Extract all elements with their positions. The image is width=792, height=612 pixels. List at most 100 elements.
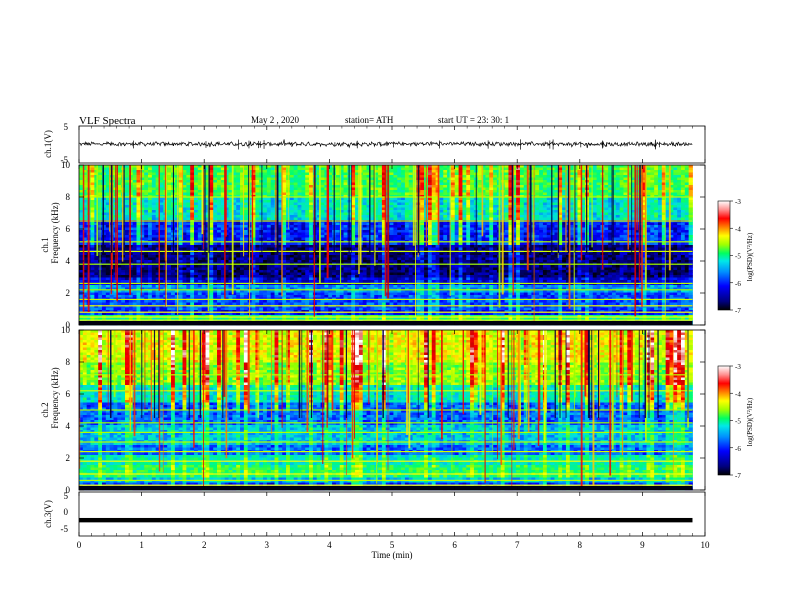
- spectrogram-cell: [151, 182, 157, 186]
- spectrogram-cell: [301, 207, 306, 211]
- spectrogram-cell: [174, 180, 180, 183]
- spectrogram-cell: [447, 222, 452, 226]
- spectrogram-cell: [174, 230, 180, 233]
- spectrogram-cell: [190, 230, 195, 233]
- spectrogram-cell: [596, 217, 601, 221]
- spectrogram-cell: [209, 230, 214, 233]
- spectrogram-cell: [182, 225, 187, 228]
- spectrogram-cell: [335, 237, 341, 241]
- spectrogram-cell: [581, 187, 586, 191]
- spectrogram-cell: [554, 170, 559, 173]
- spectrogram-cell: [680, 172, 686, 176]
- spectrogram-cell: [458, 237, 463, 241]
- spectrogram-cell: [389, 205, 394, 208]
- spectrogram-cell: [489, 200, 494, 203]
- spectrogram-cell: [542, 210, 548, 213]
- spectrogram-cell: [539, 187, 544, 191]
- spectrogram-cell: [558, 207, 563, 211]
- spectrogram-cell: [205, 185, 210, 188]
- spectrogram-cell: [266, 165, 272, 168]
- spectrogram-cell: [558, 175, 563, 178]
- spectrogram-cell: [293, 190, 298, 193]
- spectrogram-cell: [680, 177, 686, 181]
- spectrogram-cell: [105, 197, 111, 201]
- spectrogram-cell: [266, 190, 272, 193]
- spectrogram-cell: [462, 172, 467, 176]
- spectrogram-cell: [324, 212, 329, 216]
- spectrogram-cell: [259, 210, 264, 213]
- spectrogram-cell: [404, 232, 410, 236]
- spectrogram-cell: [539, 225, 544, 228]
- spectrogram-cell: [155, 230, 160, 233]
- spectrogram-cell: [642, 230, 647, 233]
- spectrogram-cell: [401, 185, 406, 188]
- spectrogram-cell: [270, 182, 275, 186]
- spectrogram-cell: [381, 185, 387, 188]
- spectrogram-cell: [228, 235, 233, 238]
- spectrogram-cell: [309, 197, 314, 201]
- spectrogram-cell: [320, 222, 325, 226]
- spectrogram-cell: [631, 180, 636, 183]
- spectrogram-cell: [232, 167, 237, 171]
- spectrogram-cell: [389, 212, 394, 216]
- spectrogram-cell: [408, 165, 413, 168]
- spectrogram-cell: [167, 235, 172, 238]
- spectrogram-cell: [102, 225, 107, 228]
- spectrogram-cell: [90, 165, 95, 168]
- spectrogram-cell: [90, 185, 95, 188]
- spectrogram-cell: [197, 182, 203, 186]
- spectrogram-cell: [355, 202, 360, 206]
- spectrogram-cell: [627, 215, 632, 218]
- spectrogram-cell: [493, 170, 498, 173]
- spectrogram-cell: [155, 200, 160, 203]
- spectrogram-cell: [489, 237, 494, 241]
- spectrogram-cell: [213, 210, 218, 213]
- spectrogram-cell: [458, 180, 463, 183]
- spectrogram-cell: [251, 210, 256, 213]
- spectrogram-cell: [228, 237, 233, 241]
- spectrogram-cell: [615, 197, 621, 201]
- spectrogram-cell: [631, 232, 636, 236]
- spectrogram-cell: [178, 165, 183, 168]
- spectrogram-cell: [397, 212, 402, 216]
- spectrogram-cell: [297, 190, 302, 193]
- spectrogram-cell: [493, 197, 498, 201]
- spectrogram-cell: [270, 170, 275, 173]
- spectrogram-cell: [512, 187, 517, 191]
- spectrogram-cell: [680, 227, 686, 231]
- spectrogram-cell: [431, 202, 436, 206]
- spectrogram-cell: [217, 202, 222, 206]
- spectrogram-cell: [243, 180, 249, 183]
- spectrogram-cell: [266, 232, 272, 236]
- spectrogram-cell: [301, 227, 306, 231]
- spectrogram-cell: [684, 192, 690, 196]
- spectrogram-cell: [654, 217, 659, 221]
- spectrogram-cell: [228, 230, 233, 233]
- spectrogram-cell: [470, 230, 475, 233]
- spectrogram-cell: [270, 237, 275, 241]
- spectrogram-cell: [236, 182, 241, 186]
- spectrogram-cell: [148, 197, 153, 201]
- spectrogram-cell: [90, 230, 95, 233]
- spectrogram-cell: [535, 190, 540, 193]
- spectrogram-cell: [374, 210, 379, 213]
- spectrogram-cell: [439, 192, 444, 196]
- spectrogram-cell: [102, 207, 107, 211]
- spectrogram-cell: [680, 180, 686, 183]
- spectrogram-cell: [546, 215, 552, 218]
- spectrogram-cell: [450, 222, 456, 226]
- spectrogram-cell: [673, 212, 678, 216]
- spectrogram-cell: [604, 235, 609, 238]
- spectrogram-cell: [489, 225, 494, 228]
- spectrogram-cell: [535, 165, 540, 168]
- spectrogram-cell: [105, 230, 111, 233]
- spectrogram-cell: [611, 187, 617, 191]
- spectrogram-cell: [588, 187, 594, 191]
- spectrogram-cell: [489, 205, 494, 208]
- spectrogram-cell: [592, 227, 598, 231]
- spectrogram-cell: [90, 182, 95, 186]
- spectrogram-cell: [140, 172, 145, 176]
- spectrogram-cell: [105, 210, 111, 213]
- spectrogram-cell: [657, 192, 663, 196]
- spectrogram-cell: [309, 217, 314, 221]
